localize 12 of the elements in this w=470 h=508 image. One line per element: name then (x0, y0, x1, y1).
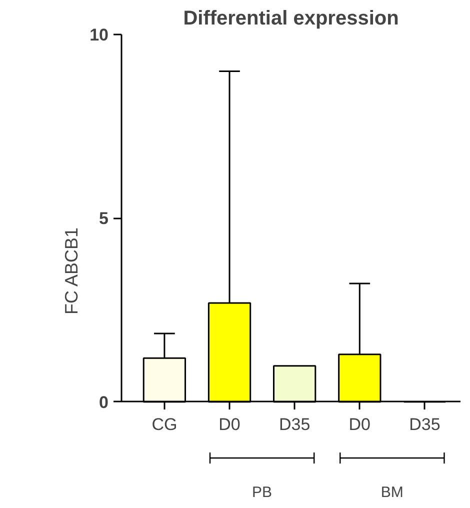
text: PB (252, 484, 272, 501)
y-axis-title: FC ABCB1 (62, 227, 82, 315)
x-tick-label: D0 (348, 414, 371, 434)
x-tick-label: D35 (278, 414, 310, 434)
y-tick-label: 0 (99, 392, 109, 412)
x-tick-label: D35 (409, 414, 440, 434)
chart-title: Differential expression (183, 8, 399, 30)
y-tick-label: 10 (90, 26, 109, 44)
text: BM (380, 484, 404, 501)
x-tick-label: CG (152, 414, 178, 434)
x-tick-label: D0 (218, 414, 240, 434)
y-tick-label: 5 (99, 209, 109, 228)
